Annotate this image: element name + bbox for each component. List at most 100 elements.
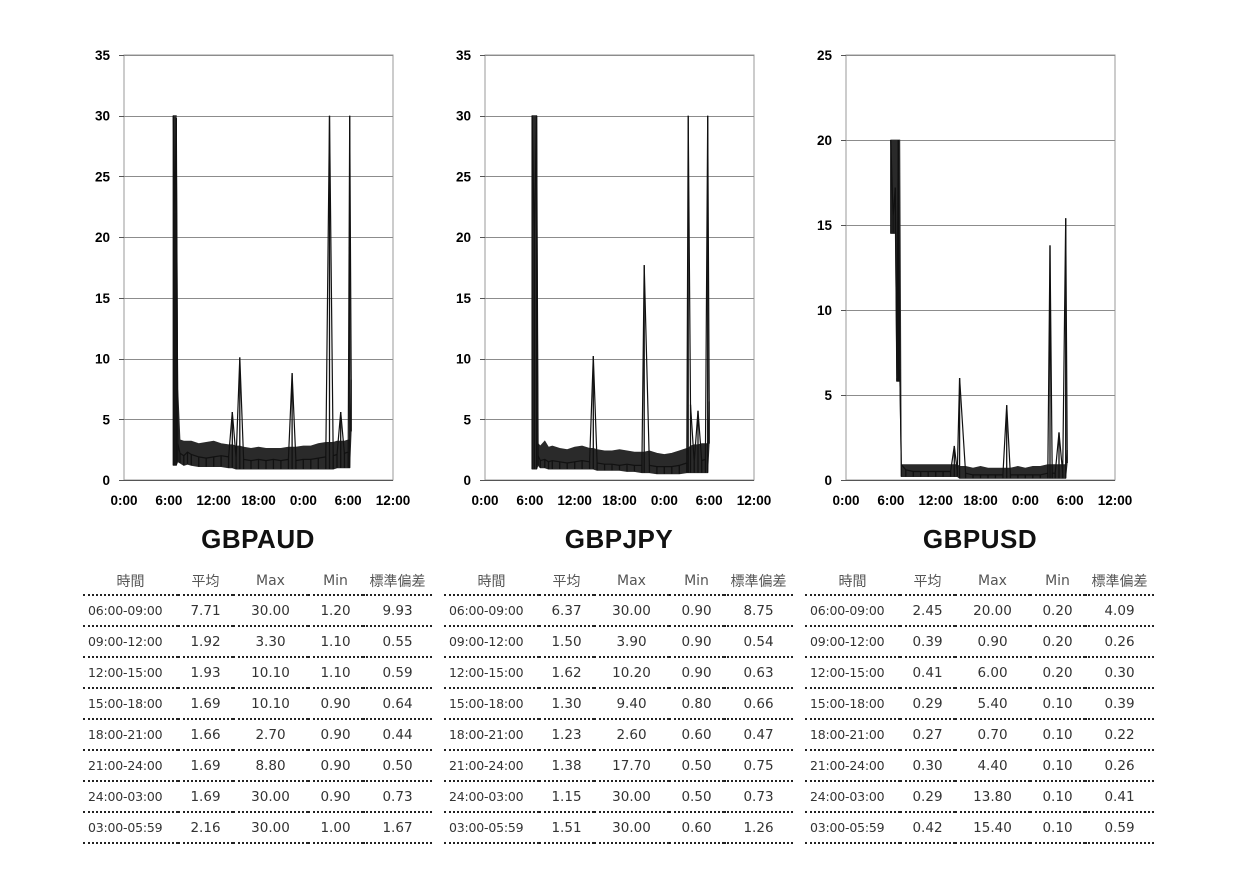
x-tick-label: 0:00 bbox=[651, 493, 678, 508]
y-tick-label: 20 bbox=[817, 133, 832, 148]
value-cell: 9.40 bbox=[594, 688, 669, 720]
value-cell: 0.66 bbox=[724, 688, 793, 720]
table-row: 09:00-12:00 1.92 3.30 1.10 0.55 bbox=[83, 626, 432, 658]
value-cell: 1.66 bbox=[178, 719, 233, 751]
value-cell: 9.93 bbox=[363, 595, 432, 627]
value-cell: 0.20 bbox=[1030, 626, 1085, 658]
table-row: 21:00-24:00 0.30 4.40 0.10 0.26 bbox=[805, 750, 1154, 782]
value-cell: 0.90 bbox=[669, 657, 724, 689]
table-row: 18:00-21:00 1.66 2.70 0.90 0.44 bbox=[83, 719, 432, 751]
table-row: 24:00-03:00 1.15 30.00 0.50 0.73 bbox=[444, 781, 793, 813]
time-range-cell: 06:00-09:00 bbox=[83, 595, 178, 627]
value-cell: 0.64 bbox=[363, 688, 432, 720]
table-row: 12:00-15:00 0.41 6.00 0.20 0.30 bbox=[805, 657, 1154, 689]
time-range-cell: 24:00-03:00 bbox=[83, 781, 178, 813]
x-tick-label: 12:00 bbox=[376, 493, 411, 508]
value-cell: 1.51 bbox=[539, 812, 594, 844]
value-cell: 8.80 bbox=[233, 750, 308, 782]
value-cell: 1.93 bbox=[178, 657, 233, 689]
value-cell: 0.27 bbox=[900, 719, 955, 751]
time-range-cell: 21:00-24:00 bbox=[83, 750, 178, 782]
column-header: 標準偏差 bbox=[1085, 567, 1154, 596]
value-cell: 0.50 bbox=[669, 750, 724, 782]
value-cell: 8.75 bbox=[724, 595, 793, 627]
value-cell: 4.40 bbox=[955, 750, 1030, 782]
x-tick-label: 12:00 bbox=[557, 493, 592, 508]
value-cell: 0.39 bbox=[1085, 688, 1154, 720]
table-row: 18:00-21:00 0.27 0.70 0.10 0.22 bbox=[805, 719, 1154, 751]
column-header: Min bbox=[669, 567, 724, 596]
time-range-cell: 06:00-09:00 bbox=[444, 595, 539, 627]
y-tick-label: 20 bbox=[456, 230, 471, 245]
x-tick-label: 18:00 bbox=[602, 493, 637, 508]
table-row: 21:00-24:00 1.69 8.80 0.90 0.50 bbox=[83, 750, 432, 782]
table-row: 12:00-15:00 1.62 10.20 0.90 0.63 bbox=[444, 657, 793, 689]
value-cell: 1.26 bbox=[724, 812, 793, 844]
gbpjpy-spread-band bbox=[531, 115, 710, 475]
table-row: 18:00-21:00 1.23 2.60 0.60 0.47 bbox=[444, 719, 793, 751]
table-row: 24:00-03:00 0.29 13.80 0.10 0.41 bbox=[805, 781, 1154, 813]
time-range-cell: 21:00-24:00 bbox=[805, 750, 900, 782]
table-row: 12:00-15:00 1.93 10.10 1.10 0.59 bbox=[83, 657, 432, 689]
y-tick-label: 35 bbox=[456, 48, 472, 63]
time-range-cell: 18:00-21:00 bbox=[83, 719, 178, 751]
gbpjpy-spread-line bbox=[531, 115, 710, 468]
time-range-cell: 09:00-12:00 bbox=[83, 626, 178, 658]
stats-header: 時間 平均 Max Min 標準偏差 bbox=[83, 567, 432, 596]
gbpaud-stats-table: 時間 平均 Max Min 標準偏差 06:00-09:00 7.71 30.00 1.20 9… bbox=[83, 567, 432, 844]
value-cell: 2.60 bbox=[594, 719, 669, 751]
value-cell: 1.38 bbox=[539, 750, 594, 782]
x-tick-label: 6:00 bbox=[877, 493, 904, 508]
y-tick-label: 5 bbox=[824, 388, 832, 403]
y-tick-label: 15 bbox=[817, 218, 833, 233]
column-header: 平均 bbox=[900, 567, 955, 596]
value-cell: 2.70 bbox=[233, 719, 308, 751]
y-tick-label: 0 bbox=[824, 473, 832, 488]
table-row: 06:00-09:00 7.71 30.00 1.20 9.93 bbox=[83, 595, 432, 627]
value-cell: 0.70 bbox=[955, 719, 1030, 751]
value-cell: 0.90 bbox=[955, 626, 1030, 658]
y-tick-label: 25 bbox=[817, 48, 833, 63]
x-tick-label: 12:00 bbox=[918, 493, 953, 508]
value-cell: 0.22 bbox=[1085, 719, 1154, 751]
time-range-cell: 24:00-03:00 bbox=[805, 781, 900, 813]
stats-body: 06:00-09:00 7.71 30.00 1.20 9.93 09:00-12:00 1… bbox=[83, 595, 432, 844]
time-range-cell: 15:00-18:00 bbox=[83, 688, 178, 720]
y-tick-label: 30 bbox=[95, 109, 110, 124]
gbpusd-spread-line bbox=[890, 139, 1068, 476]
value-cell: 1.69 bbox=[178, 781, 233, 813]
value-cell: 1.00 bbox=[308, 812, 363, 844]
y-tick-label: 10 bbox=[817, 303, 832, 318]
value-cell: 3.90 bbox=[594, 626, 669, 658]
y-tick-label: 15 bbox=[95, 291, 111, 306]
value-cell: 0.63 bbox=[724, 657, 793, 689]
time-range-cell: 12:00-15:00 bbox=[805, 657, 900, 689]
value-cell: 1.92 bbox=[178, 626, 233, 658]
time-range-cell: 21:00-24:00 bbox=[444, 750, 539, 782]
x-tick-label: 0:00 bbox=[832, 493, 859, 508]
time-range-cell: 18:00-21:00 bbox=[805, 719, 900, 751]
value-cell: 10.10 bbox=[233, 657, 308, 689]
x-tick-label: 0:00 bbox=[290, 493, 317, 508]
value-cell: 0.54 bbox=[724, 626, 793, 658]
gbpaud-panel: 0 5 10 15 20 25 30 35 0:00 6:00 12:00 18:00 0:00 6:00… bbox=[78, 0, 438, 883]
stats-header: 時間 平均 Max Min 標準偏差 bbox=[805, 567, 1154, 596]
value-cell: 1.30 bbox=[539, 688, 594, 720]
y-tick-label: 35 bbox=[95, 48, 111, 63]
value-cell: 0.60 bbox=[669, 812, 724, 844]
time-range-cell: 06:00-09:00 bbox=[805, 595, 900, 627]
x-tick-label: 12:00 bbox=[737, 493, 772, 508]
stats-header: 時間 平均 Max Min 標準偏差 bbox=[444, 567, 793, 596]
value-cell: 0.10 bbox=[1030, 750, 1085, 782]
value-cell: 0.50 bbox=[363, 750, 432, 782]
table-row: 15:00-18:00 0.29 5.40 0.10 0.39 bbox=[805, 688, 1154, 720]
value-cell: 0.44 bbox=[363, 719, 432, 751]
column-header: 平均 bbox=[178, 567, 233, 596]
column-header: 平均 bbox=[539, 567, 594, 596]
x-tick-label: 18:00 bbox=[963, 493, 998, 508]
column-header: Max bbox=[594, 567, 669, 596]
value-cell: 0.30 bbox=[1085, 657, 1154, 689]
x-tick-label: 6:00 bbox=[335, 493, 362, 508]
time-range-cell: 18:00-21:00 bbox=[444, 719, 539, 751]
gbpjpy-panel: 0 5 10 15 20 25 30 35 0:00 6:00 12:00 18:00 0:00 6:00… bbox=[439, 0, 799, 883]
